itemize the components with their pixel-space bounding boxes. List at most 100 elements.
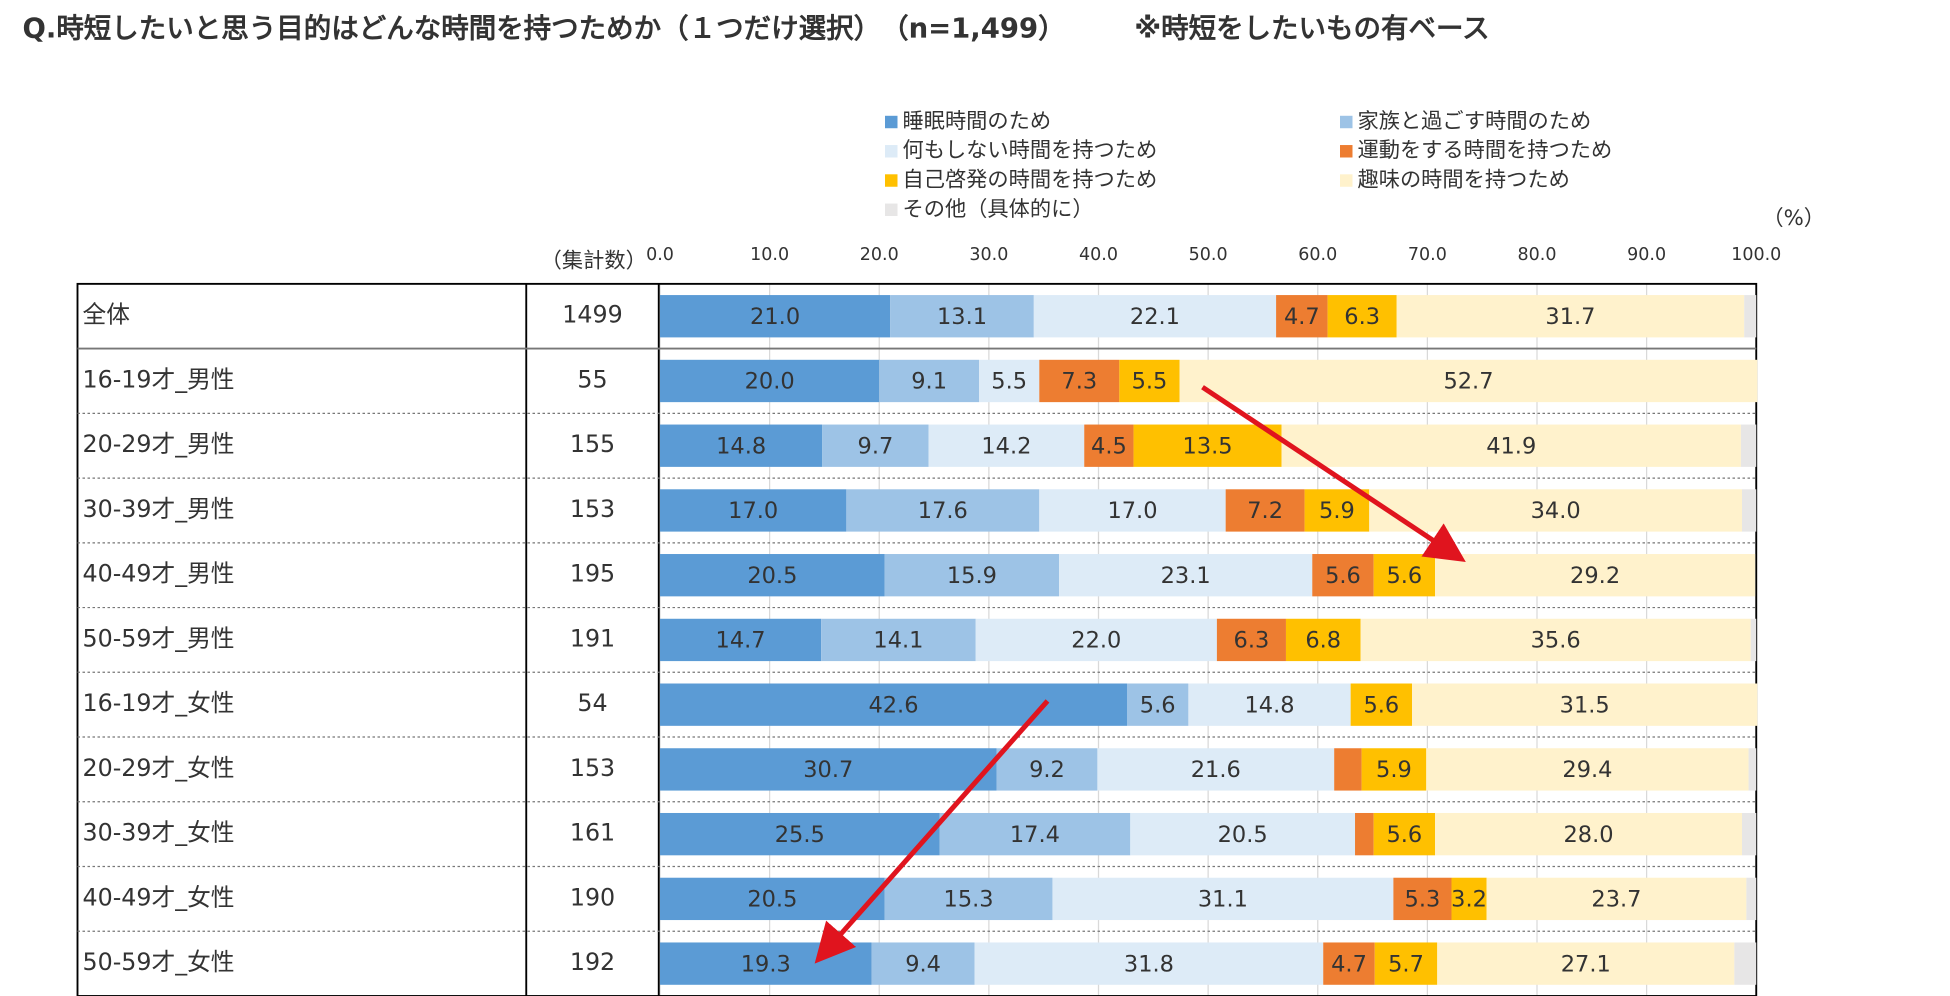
row-label: 50-59才_男性: [83, 624, 235, 652]
legend-swatch: [885, 145, 898, 158]
bar-segment: [1225, 489, 1305, 532]
bar-segment: [1216, 618, 1286, 662]
data-label: 13.5: [1183, 433, 1233, 459]
data-label: 17.6: [918, 498, 968, 524]
count-label: 55: [577, 366, 607, 394]
bar-segment: [821, 618, 976, 662]
bar-segment: [884, 554, 1060, 597]
data-label: 5.5: [1132, 369, 1168, 395]
data-label: 19.3: [741, 951, 791, 977]
bar-segment: [1373, 812, 1436, 856]
bar-segment: [1281, 424, 1741, 467]
data-label: 17.0: [728, 498, 778, 524]
row-label: 20-29才_女性: [83, 754, 235, 782]
bar-segment: [996, 748, 1098, 791]
bar-segment: [979, 359, 1040, 403]
data-label: 17.0: [1107, 498, 1157, 524]
row-label: 16-19才_女性: [83, 689, 235, 717]
data-label: 29.2: [1570, 563, 1620, 589]
x-tick-label: 40.0: [1079, 245, 1118, 265]
data-label: 31.8: [1124, 951, 1174, 977]
bar-segment: [1412, 683, 1758, 726]
data-label: 5.9: [1376, 757, 1412, 783]
bar-segment: [1059, 554, 1313, 597]
bar-segment: [1746, 877, 1757, 921]
data-label: 5.9: [1319, 498, 1355, 524]
data-label: 29.4: [1562, 757, 1612, 783]
bar-segment: [1426, 748, 1749, 791]
bar-segment: [975, 618, 1217, 662]
bar-segment: [660, 359, 880, 403]
x-tick-label: 60.0: [1298, 245, 1337, 265]
bar-segment: [1734, 942, 1757, 985]
data-label: 42.6: [868, 692, 918, 718]
bar-segment: [1179, 359, 1758, 403]
x-tick-label: 50.0: [1189, 245, 1228, 265]
x-tick-label: 20.0: [860, 245, 899, 265]
bar-segment: [1396, 295, 1745, 338]
bar-segment: [1748, 748, 1757, 791]
data-label: 52.7: [1443, 369, 1493, 395]
bar-segment: [660, 489, 847, 532]
data-label: 4.7: [1284, 304, 1320, 330]
bar-segment: [1188, 683, 1351, 726]
data-label: 41.9: [1486, 433, 1536, 459]
data-label: 14.7: [716, 628, 766, 654]
data-label: 7.3: [1061, 369, 1097, 395]
legend-label: 自己啓発の時間を持つため: [903, 167, 1158, 192]
legend-label: その他（具体的に）: [903, 196, 1094, 221]
data-label: 21.0: [750, 304, 800, 330]
x-tick-label: 10.0: [750, 245, 789, 265]
count-label: 153: [570, 495, 615, 523]
data-label: 14.1: [873, 628, 923, 654]
data-label: 22.0: [1071, 628, 1121, 654]
x-tick-label: 30.0: [969, 245, 1008, 265]
row-label: 50-59才_女性: [83, 948, 235, 976]
bar-segment: [1033, 295, 1277, 338]
data-label: 5.6: [1386, 563, 1422, 589]
annotation-arrow: [1201, 385, 1466, 563]
data-label: 31.7: [1545, 304, 1595, 330]
legend-swatch: [885, 115, 898, 129]
bar-segment: [1312, 554, 1374, 597]
bar-segment: [1435, 554, 1756, 597]
legend-label: 何もしない時間を持つため: [903, 137, 1158, 162]
legend-swatch: [885, 174, 898, 187]
bar-segment: [1304, 489, 1370, 532]
data-label: 5.3: [1405, 887, 1441, 913]
data-label: 3.2: [1451, 887, 1487, 913]
data-label: 23.7: [1591, 887, 1641, 913]
data-label: 20.5: [1218, 822, 1268, 848]
bar-segment: [1327, 295, 1397, 338]
bar-segment: [1744, 295, 1757, 338]
data-label: 21.6: [1191, 757, 1241, 783]
x-tick-label: 70.0: [1408, 245, 1447, 265]
data-label: 5.5: [991, 369, 1027, 395]
x-tick-label: 90.0: [1627, 245, 1666, 265]
bar-segment: [884, 877, 1053, 921]
bar-segment: [1127, 683, 1189, 726]
data-label: 4.7: [1331, 951, 1367, 977]
bar-segment: [1355, 812, 1374, 856]
bar-segment: [1133, 424, 1282, 467]
row-label: 30-39才_男性: [83, 495, 235, 523]
data-label: 22.1: [1130, 304, 1180, 330]
row-label: 20-29才_男性: [83, 430, 235, 458]
data-label: 25.5: [775, 822, 825, 848]
data-label: 15.3: [944, 887, 994, 913]
x-tick-label: 80.0: [1518, 245, 1557, 265]
data-label: 27.1: [1561, 951, 1611, 977]
unit-label: （%）: [1762, 205, 1825, 230]
data-label: 6.8: [1305, 628, 1341, 654]
data-label: 13.1: [937, 304, 987, 330]
count-label: 190: [570, 883, 615, 911]
count-header: （集計数）: [541, 247, 647, 272]
data-label: 20.5: [747, 887, 797, 913]
bar-segment: [1130, 812, 1356, 856]
bar-segment: [1097, 748, 1335, 791]
bar-segment: [1350, 683, 1413, 726]
x-tick-label: 100.0: [1731, 245, 1781, 265]
data-label: 7.2: [1247, 498, 1283, 524]
count-label: 54: [577, 689, 607, 717]
bar-segment: [1285, 618, 1361, 662]
